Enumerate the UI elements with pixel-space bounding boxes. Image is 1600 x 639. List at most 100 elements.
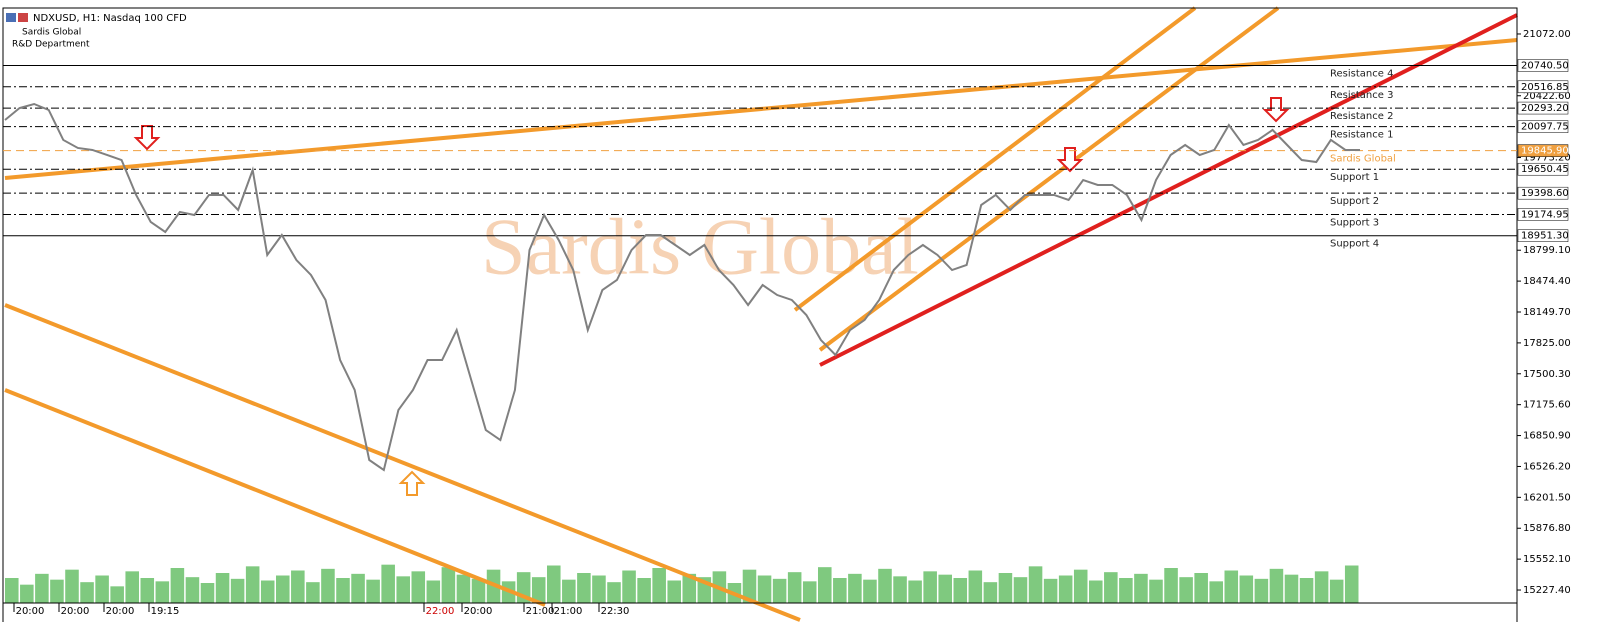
volume-bar — [1043, 578, 1058, 603]
volume-bar — [637, 578, 651, 603]
price-tag-label: 19174.95 — [1521, 209, 1569, 220]
price-tag-label: 19398.60 — [1521, 188, 1569, 199]
volume-bar — [276, 575, 290, 603]
volume-bar — [1209, 581, 1223, 603]
y-tick-label: 17175.60 — [1523, 400, 1571, 411]
price-tag-label: 20293.20 — [1521, 103, 1569, 114]
x-tick-label: 22:00 — [426, 606, 455, 617]
y-tick-label: 15876.80 — [1523, 523, 1571, 534]
sell-arrow — [1262, 97, 1290, 123]
price-tag — [1517, 101, 1569, 115]
volume-bar — [1269, 568, 1284, 603]
volume-bar — [245, 566, 260, 603]
trend-lines — [4, 6, 1518, 622]
y-tick-label: 15227.40 — [1523, 585, 1571, 596]
volume-bar — [848, 573, 862, 603]
price-tag — [1517, 59, 1569, 72]
volume-bar — [878, 568, 892, 603]
level-name: Support 1 — [1330, 172, 1379, 183]
volume-bar — [592, 575, 606, 603]
y-tick-label: 16526.20 — [1523, 461, 1571, 472]
trend-line — [4, 388, 546, 607]
y-tick-label: 21072.00 — [1523, 29, 1571, 40]
volume-bar — [577, 573, 591, 603]
sell-arrow — [1056, 147, 1084, 173]
x-tick-label: 20:00 — [106, 606, 135, 617]
y-tick-label: 19773.20 — [1523, 153, 1571, 164]
volume-bar — [426, 580, 441, 603]
volume-bar — [381, 564, 395, 603]
trend-line — [4, 38, 1518, 180]
y-tick-label: 20422.60 — [1523, 91, 1571, 102]
volume-bar — [1089, 580, 1103, 603]
volume-bar — [1254, 578, 1269, 603]
level-name: Support 4 — [1330, 239, 1379, 250]
x-tick-label: 20:00 — [16, 606, 45, 617]
volume-bar — [607, 582, 621, 603]
volume-bar — [20, 584, 34, 603]
volume-bar — [1239, 575, 1254, 603]
volume-bar — [200, 583, 215, 603]
volume-bar — [80, 582, 94, 603]
y-tick-label: 18149.70 — [1523, 307, 1571, 318]
y-tick-label: 15552.10 — [1523, 554, 1571, 565]
symbol-title: NDXUSD, H1: Nasdaq 100 CFD — [33, 13, 187, 24]
volume-bar — [1314, 571, 1329, 603]
volume-bar — [1058, 575, 1073, 603]
volume-bar — [682, 573, 697, 603]
y-tick-label: 18799.10 — [1523, 245, 1571, 256]
volume-bar — [938, 574, 952, 603]
volume-bar — [531, 577, 546, 603]
trend-line — [819, 13, 1518, 367]
volume-bar — [1329, 579, 1344, 603]
volume-bar — [170, 568, 185, 603]
volume-bar — [802, 581, 817, 603]
volume-bar — [1119, 578, 1133, 603]
volume-bar — [968, 570, 983, 603]
x-tick-label: 22:30 — [601, 606, 630, 617]
volume-bar — [1179, 577, 1193, 603]
volume-bar — [1284, 574, 1299, 603]
volume-bar — [260, 580, 275, 603]
volume-bar — [953, 578, 968, 603]
volume-bar — [1344, 565, 1359, 603]
volume-bar — [757, 575, 772, 603]
level-name: Support 3 — [1330, 217, 1379, 228]
volume-bar — [983, 582, 998, 603]
volume-bar — [95, 575, 109, 603]
level-name: Support 2 — [1330, 196, 1379, 207]
level-name: Resistance 2 — [1330, 111, 1393, 122]
volume-bar — [1224, 570, 1239, 603]
price-tag — [1517, 162, 1569, 176]
price-tag-label: 20516.85 — [1521, 82, 1569, 93]
volume-bar — [411, 571, 426, 603]
volume-bar — [908, 580, 922, 603]
volume-bar — [998, 573, 1013, 603]
buy-arrow — [398, 470, 426, 496]
volume-bar — [818, 567, 832, 603]
volume-bar — [125, 571, 139, 603]
volume-bar — [547, 565, 561, 603]
volume-bar — [351, 573, 365, 603]
volume-bar — [863, 579, 877, 603]
volume-bar — [562, 579, 576, 603]
volume-bar — [1299, 578, 1314, 603]
y-tick-label: 18474.40 — [1523, 276, 1571, 287]
level-name: Resistance 4 — [1330, 69, 1393, 80]
volume-bar — [742, 569, 757, 603]
volume-bar — [321, 568, 335, 603]
volume-bar — [772, 578, 787, 603]
icon — [18, 13, 28, 22]
x-tick-label: 20:00 — [61, 606, 90, 617]
price-tag-label: 19845.90 — [1521, 146, 1569, 157]
x-tick-label: 21:00 — [526, 606, 555, 617]
volume-bar — [1164, 568, 1178, 603]
volume-bar — [1194, 573, 1208, 603]
level-name: Resistance 3 — [1330, 90, 1393, 101]
volume-bar — [471, 578, 486, 603]
volume-bar — [1073, 569, 1088, 603]
sell-arrow — [133, 125, 161, 151]
volume-bar — [1028, 566, 1043, 603]
trend-line — [818, 6, 1280, 352]
